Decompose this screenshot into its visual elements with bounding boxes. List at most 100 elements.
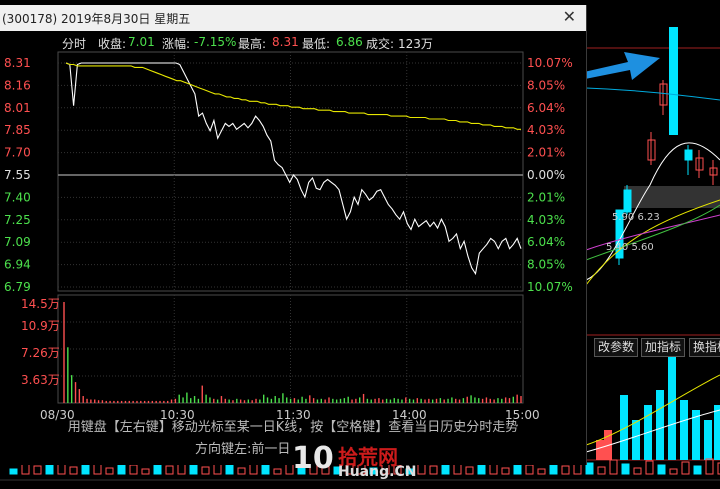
- volume-bar-bg: [596, 440, 604, 460]
- price-tick-label: 7.70: [4, 146, 31, 160]
- bottom-volume-bar: [93, 463, 102, 475]
- bottom-volume-bar: [105, 467, 114, 475]
- volume-tick-label: 10.9万: [21, 319, 60, 333]
- info-bar: 分时 收盘: 7.01 涨幅: -7.15% 最高: 8.31 最低: 6.86…: [0, 32, 586, 52]
- percent-tick-label: 2.01%: [527, 190, 565, 204]
- bottom-volume-bar: [693, 465, 702, 475]
- bottom-volume-bar: [393, 464, 402, 475]
- percent-tick-label: 4.03%: [527, 213, 565, 227]
- bottom-volume-bar: [429, 465, 438, 475]
- candle-body: [709, 167, 718, 176]
- bottom-volume-bar: [237, 467, 246, 475]
- price-tick-label: 6.79: [4, 280, 31, 294]
- percent-tick-label: 6.04%: [527, 101, 565, 115]
- bottom-volume-bar: [261, 464, 270, 475]
- percent-tick-label: 6.04%: [527, 235, 565, 249]
- candle-body: [659, 83, 668, 106]
- bottom-volume-bar: [297, 465, 306, 475]
- price-tick-label: 8.31: [4, 56, 31, 70]
- low-value: 6.86: [336, 35, 363, 49]
- bottom-volume-bar: [597, 466, 606, 475]
- price-tick-label: 6.94: [4, 258, 31, 272]
- ma-line-blue: [585, 87, 720, 101]
- bottom-volume-bar: [165, 465, 174, 475]
- price-tick-label: 7.09: [4, 235, 31, 249]
- bottom-volume-bar: [501, 467, 510, 475]
- prev-day-hint: 方向键左:前一日: [195, 442, 291, 457]
- bottom-volume-bar: [645, 460, 654, 475]
- bottom-volume-bar: [9, 468, 18, 475]
- keyboard-hint: 用键盘【左右键】移动光标至某一日K线，按【空格键】查看当日历史分时走势: [67, 420, 519, 435]
- price-tick-label: 7.85: [4, 123, 31, 137]
- volume-tick-label: 3.63万: [21, 373, 60, 387]
- bottom-volume-bar: [681, 461, 690, 475]
- bottom-volume-bar: [585, 462, 594, 475]
- average-price-line: [65, 62, 521, 130]
- price-tick-label: 7.25: [4, 213, 31, 227]
- volume-tick-label: 7.26万: [21, 346, 60, 360]
- bottom-volume-bar: [621, 463, 630, 475]
- percent-tick-label: 4.03%: [527, 123, 565, 137]
- time-tick-label: 14:00: [392, 408, 427, 422]
- volume-tick-label: 14.5万: [21, 297, 60, 311]
- change-value: -7.15%: [194, 35, 237, 49]
- volume-bar-bg: [680, 400, 688, 460]
- volume-bar-bg: [620, 395, 628, 460]
- high-label: 最高:: [238, 37, 267, 51]
- volume-bar-bg: [656, 390, 664, 460]
- volume-bar-bg: [714, 405, 720, 460]
- candle-body: [695, 157, 704, 171]
- intraday-popup-window: (300178) 2019年8月30日 星期五 ✕ 分时 收盘: 7.01 涨幅…: [0, 5, 587, 480]
- watermark-cn: 拾荒网: [338, 445, 398, 469]
- volume-value: 123万: [398, 37, 433, 51]
- bottom-volume-bar: [273, 468, 282, 475]
- indicator-button-1[interactable]: 加指标: [641, 338, 686, 357]
- bottom-volume-bar: [201, 466, 210, 475]
- indicator-button-0[interactable]: 改参数: [594, 338, 639, 357]
- time-tick-label: 10:30: [160, 408, 195, 422]
- volume-label: 成交:: [366, 37, 395, 51]
- percent-tick-label: 8.05%: [527, 258, 565, 272]
- percent-tick-label: 8.05%: [527, 78, 565, 92]
- high-value: 8.31: [272, 35, 299, 49]
- price-tick-label: 8.01: [4, 101, 31, 115]
- volume-bar-bg: [668, 350, 676, 460]
- close-label: 收盘:: [98, 37, 127, 51]
- percent-tick-label: 0.00%: [527, 168, 565, 182]
- percent-tick-label: 10.07%: [527, 280, 573, 294]
- ma-value-label: 5.40 5.60: [606, 242, 654, 253]
- bottom-volume-bar: [333, 466, 342, 475]
- ma-line-green: [585, 204, 720, 261]
- vol-ma-line: [585, 374, 720, 446]
- time-tick-label: 15:00: [505, 408, 540, 422]
- bottom-volume-bar: [129, 464, 138, 475]
- candle-body: [647, 139, 656, 161]
- vol-ma-line: [585, 409, 720, 453]
- bottom-volume-bar: [609, 459, 618, 475]
- kline-panel-bg: [586, 0, 720, 489]
- tab-intraday[interactable]: 分时: [62, 37, 87, 51]
- bottom-volume-bar: [369, 467, 378, 475]
- time-tick-label: 11:30: [276, 408, 311, 422]
- indicator-button-2[interactable]: 换指标: [689, 338, 720, 357]
- candle-body: [684, 149, 693, 161]
- watermark-en: Huang.CN: [338, 464, 417, 480]
- bottom-volume-bar: [525, 464, 534, 475]
- low-label: 最低:: [302, 37, 331, 51]
- close-button[interactable]: ✕: [562, 7, 576, 26]
- bottom-volume-bar: [537, 468, 546, 475]
- bottom-volume-bar: [669, 468, 678, 475]
- ma-value-label: 5.90 6.23: [612, 212, 660, 223]
- volume-bar-bg: [692, 410, 700, 460]
- intraday-chart[interactable]: 8.31 8.16 8.01 7.85 7.70 7.55 7.40 7.25 7.09 6.94…: [0, 5, 586, 465]
- price-line: [65, 62, 522, 276]
- candle-body: [623, 189, 632, 213]
- bottom-volume-bar: [561, 465, 570, 475]
- bottom-volume-bar: [717, 462, 720, 475]
- bottom-volume-bar: [225, 463, 234, 475]
- bottom-volume-bar: [633, 467, 642, 475]
- title-bar: (300178) 2019年8月30日 星期五 ✕: [0, 5, 586, 31]
- bottom-volume-bar: [141, 468, 150, 475]
- big-candle: [669, 27, 678, 135]
